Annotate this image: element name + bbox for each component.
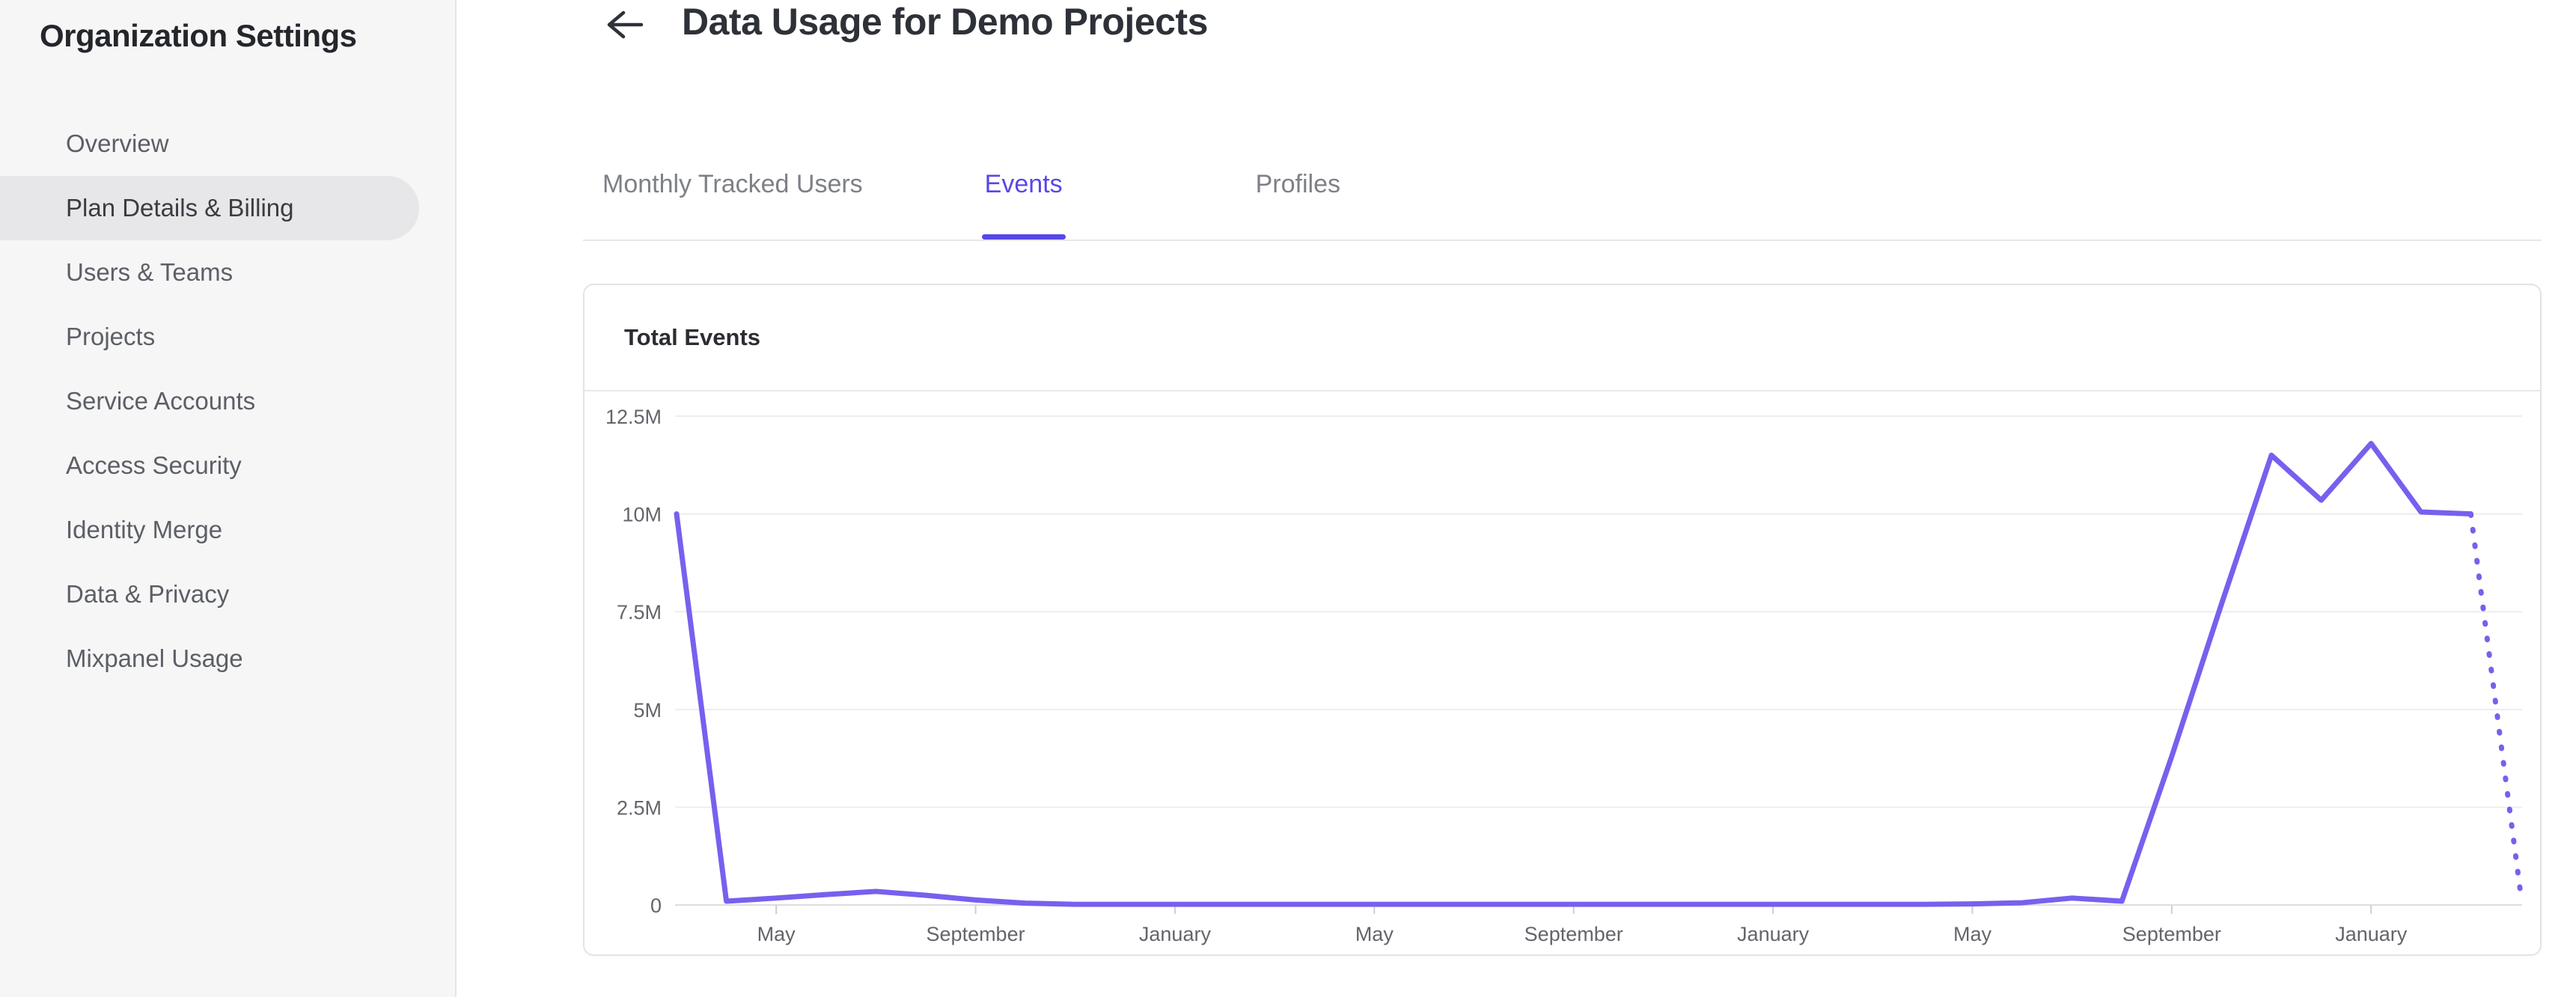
x-axis-label: January: [2335, 923, 2408, 945]
x-axis-label: January: [1737, 923, 1810, 945]
y-axis-label: 5M: [633, 699, 662, 722]
x-axis-label: May: [757, 923, 796, 945]
sidebar-item-plan-details-billing[interactable]: Plan Details & Billing: [0, 176, 419, 240]
sidebar-item-users-teams[interactable]: Users & Teams: [66, 258, 234, 286]
y-axis-label: 7.5M: [617, 601, 662, 623]
y-axis-label: 12.5M: [605, 406, 662, 428]
total-events-card: Total Events 0 2.5M 5M 7.5M 10M 12.5M May Septe…: [583, 284, 2542, 956]
back-button[interactable]: [602, 7, 646, 43]
sidebar-title: Organization Settings: [40, 18, 357, 53]
tab-monthly-tracked-users[interactable]: Monthly Tracked Users: [602, 170, 863, 240]
y-axis-label: 0: [650, 894, 662, 917]
main-content: Data Usage for Demo Projects Monthly Tra…: [458, 0, 2576, 997]
x-axis-label: September: [2122, 923, 2221, 945]
tab-profiles[interactable]: Profiles: [1256, 170, 1340, 240]
x-axis-label: September: [927, 923, 1025, 945]
card-title: Total Events: [624, 324, 761, 350]
tab-label: Events: [984, 170, 1063, 198]
sidebar-nav: Overview Plan Details & Billing Users & Te…: [0, 112, 455, 691]
tab-label: Monthly Tracked Users: [602, 170, 863, 198]
sidebar-item-access-security[interactable]: Access Security: [66, 451, 242, 479]
sidebar-item-identity-merge[interactable]: Identity Merge: [66, 516, 223, 543]
y-axis-label: 2.5M: [617, 797, 662, 820]
sidebar-item-overview[interactable]: Overview: [66, 129, 169, 157]
sidebar-item-data-privacy[interactable]: Data & Privacy: [66, 580, 230, 608]
y-axis-label: 10M: [622, 504, 662, 526]
page-title: Data Usage for Demo Projects: [682, 1, 1208, 43]
total-events-line-projected: [2467, 511, 2524, 896]
back-arrow-icon: [602, 7, 646, 45]
active-tab-underline: [981, 234, 1066, 240]
x-axis-label: January: [1139, 923, 1212, 945]
sidebar-item-mixpanel-usage[interactable]: Mixpanel Usage: [66, 644, 243, 672]
card-header: Total Events: [585, 285, 2540, 391]
x-axis-label: May: [1355, 923, 1394, 945]
sidebar-item-projects[interactable]: Projects: [66, 323, 156, 350]
tab-events[interactable]: Events: [981, 170, 1066, 240]
tab-bar: Monthly Tracked Users Events Profiles: [583, 152, 2542, 241]
x-axis-label: May: [1953, 923, 1992, 945]
sidebar-item-service-accounts[interactable]: Service Accounts: [66, 387, 256, 415]
x-axis-label: September: [1524, 923, 1623, 945]
sidebar: Organization Settings Overview Plan Detai…: [0, 0, 457, 997]
total-events-line: [674, 441, 2473, 907]
total-events-chart[interactable]: 0 2.5M 5M 7.5M 10M 12.5M May September January Ma…: [585, 393, 2540, 954]
line-chart-svg: 0 2.5M 5M 7.5M 10M 12.5M May September January Ma…: [605, 406, 2524, 945]
tab-label: Profiles: [1255, 170, 1340, 198]
